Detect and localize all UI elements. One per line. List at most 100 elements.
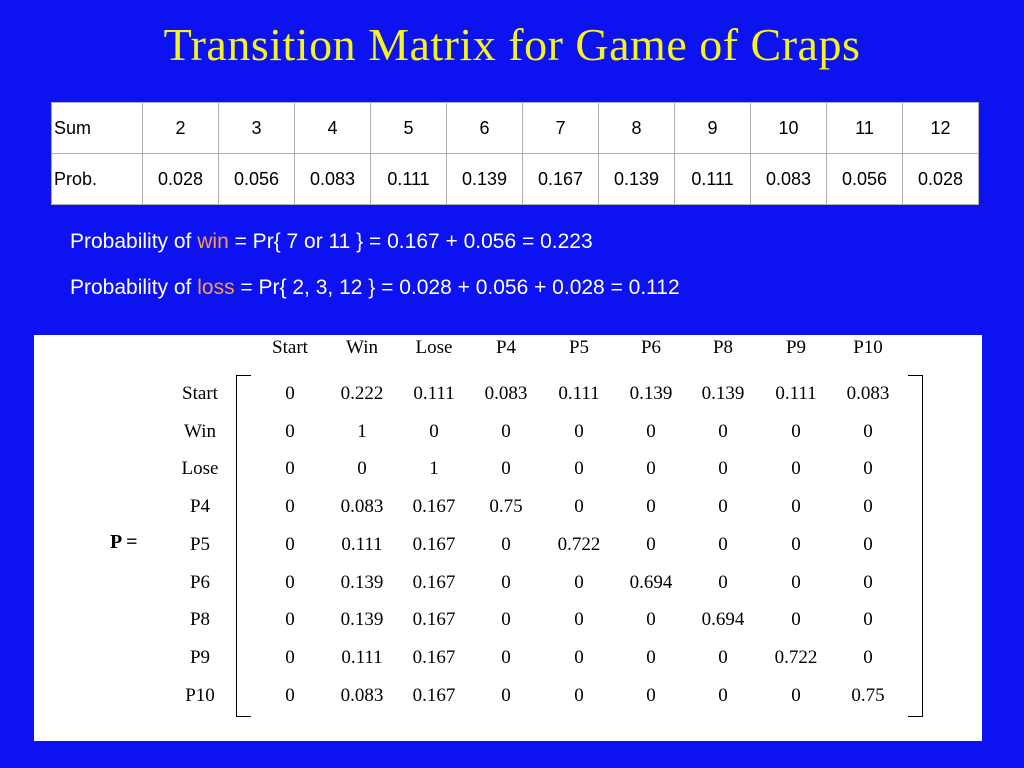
matrix-cell: 0: [574, 496, 584, 518]
table-row-prob: Prob. 0.028 0.056 0.083 0.111 0.139 0.16…: [51, 153, 979, 205]
matrix-cell: 0.111: [413, 383, 455, 404]
matrix-cell: 0.167: [412, 533, 456, 555]
matrix-cell: 0.111: [341, 646, 383, 668]
matrix-cell: 0: [501, 420, 511, 442]
matrix-cell: 0: [791, 533, 801, 555]
matrix-cell: 0.167: [412, 646, 456, 668]
sum-cell: 4: [294, 102, 371, 154]
matrix-cell: 0.111: [341, 533, 383, 555]
matrix-cell: 0: [285, 458, 295, 480]
matrix-cell: 0: [718, 571, 728, 593]
matrix-cell: 0: [285, 383, 295, 404]
matrix-cell: 0: [646, 609, 656, 631]
loss-probability-line: Probability of loss = Pr{ 2, 3, 12 } = 0…: [70, 276, 680, 300]
matrix-col-header: P6: [640, 337, 662, 358]
matrix-cell: 0.139: [340, 609, 384, 631]
matrix-cell: 0: [285, 684, 295, 706]
matrix-cell: 0: [863, 609, 873, 631]
loss-keyword: loss: [197, 276, 235, 299]
matrix-cell: 0.139: [701, 383, 745, 404]
matrix-cell: 0: [646, 684, 656, 706]
matrix-col-header: Start: [272, 337, 308, 358]
matrix-col-header: P4: [495, 337, 517, 358]
matrix-cell: 0: [646, 458, 656, 480]
win-formula: = Pr{ 7 or 11 } = 0.167 + 0.056 = 0.223: [228, 230, 593, 253]
sum-cell: 10: [750, 102, 827, 154]
matrix-row-header: P6: [189, 571, 211, 593]
matrix-cell: 0: [574, 458, 584, 480]
matrix-cell: 0: [718, 458, 728, 480]
matrix-cell: 1: [357, 420, 367, 442]
matrix-cell: 0: [285, 420, 295, 442]
matrix-cell: 0: [646, 533, 656, 555]
matrix-cell: 0.139: [629, 383, 673, 404]
matrix-cell: 0: [574, 646, 584, 668]
matrix-cell: 0: [429, 420, 439, 442]
matrix-cell: 0: [791, 458, 801, 480]
prob-cell: 0.028: [142, 153, 219, 205]
prob-cell: 0.056: [826, 153, 903, 205]
sum-cell: 3: [218, 102, 295, 154]
matrix-cell: 0: [791, 496, 801, 518]
matrix-cell: 0: [863, 646, 873, 668]
matrix-col-header: P8: [712, 337, 734, 358]
transition-matrix-panel: P = Start Win Lose P4 P5 P6 P8 P9 P10 Start 0 0.222…: [34, 335, 982, 741]
matrix-col-header: P10: [853, 337, 883, 358]
sum-cell: 6: [446, 102, 523, 154]
matrix-cell: 0: [285, 609, 295, 631]
matrix-cell: 0.722: [774, 646, 818, 668]
sum-cell: 5: [370, 102, 447, 154]
matrix-cell: 0: [285, 646, 295, 668]
matrix-cell: 0: [501, 609, 511, 631]
matrix-cell: 0.167: [412, 684, 456, 706]
prob-cell: 0.139: [446, 153, 523, 205]
matrix-row-header: P9: [189, 646, 211, 668]
matrix-cell: 0: [791, 684, 801, 706]
matrix-left-bracket: [236, 375, 251, 717]
matrix-right-bracket: [908, 375, 923, 717]
matrix-cell: 0: [501, 684, 511, 706]
prob-cell: 0.111: [674, 153, 751, 205]
matrix-cell: 0.139: [340, 571, 384, 593]
dice-sum-probability-table: Sum 2 3 4 5 6 7 8 9 10 11 12 Prob. 0.028…: [51, 102, 979, 205]
matrix-cell: 0: [646, 646, 656, 668]
matrix-cell: 0: [501, 533, 511, 555]
matrix-cell: 0: [863, 571, 873, 593]
matrix-col-header: Lose: [415, 337, 453, 358]
sum-cell: 12: [902, 102, 979, 154]
slide-title: Transition Matrix for Game of Craps: [163, 19, 861, 70]
row-header-sum: Sum: [51, 102, 143, 154]
matrix-cell: 0: [863, 458, 873, 480]
matrix-col-header: Win: [346, 337, 378, 358]
matrix-cell: 0.167: [412, 609, 456, 631]
matrix-row-header: Start: [182, 383, 218, 404]
sum-cell: 2: [142, 102, 219, 154]
sum-cell: 8: [598, 102, 675, 154]
row-header-prob: Prob.: [51, 153, 143, 205]
matrix-cell: 0: [863, 533, 873, 555]
matrix-cell: 0.167: [412, 496, 456, 518]
matrix-cell: 0.111: [775, 383, 817, 404]
prob-cell: 0.056: [218, 153, 295, 205]
matrix-cell: 0: [357, 458, 367, 480]
matrix-row-header: P4: [189, 496, 211, 518]
matrix-cell: 0.167: [412, 571, 456, 593]
matrix-row-header: P8: [189, 609, 211, 631]
matrix-cell: 0: [791, 609, 801, 631]
matrix-row-header: Win: [184, 420, 216, 442]
matrix-cell: 0: [574, 571, 584, 593]
matrix-cell: 0: [646, 420, 656, 442]
prob-cell: 0.139: [598, 153, 675, 205]
matrix-cell: 0: [646, 496, 656, 518]
win-keyword: win: [197, 230, 229, 253]
matrix-cell: 0.694: [701, 609, 745, 631]
matrix-cell: 0: [718, 496, 728, 518]
matrix-cell: 0: [574, 420, 584, 442]
matrix-cell: 0: [863, 420, 873, 442]
matrix-cell: 0: [501, 646, 511, 668]
matrix-cell: 0: [285, 496, 295, 518]
table-row-sum: Sum 2 3 4 5 6 7 8 9 10 11 12: [51, 102, 979, 154]
prob-cell: 0.083: [750, 153, 827, 205]
loss-formula: = Pr{ 2, 3, 12 } = 0.028 + 0.056 + 0.028…: [234, 276, 680, 299]
matrix-cell: 0.222: [340, 383, 384, 404]
